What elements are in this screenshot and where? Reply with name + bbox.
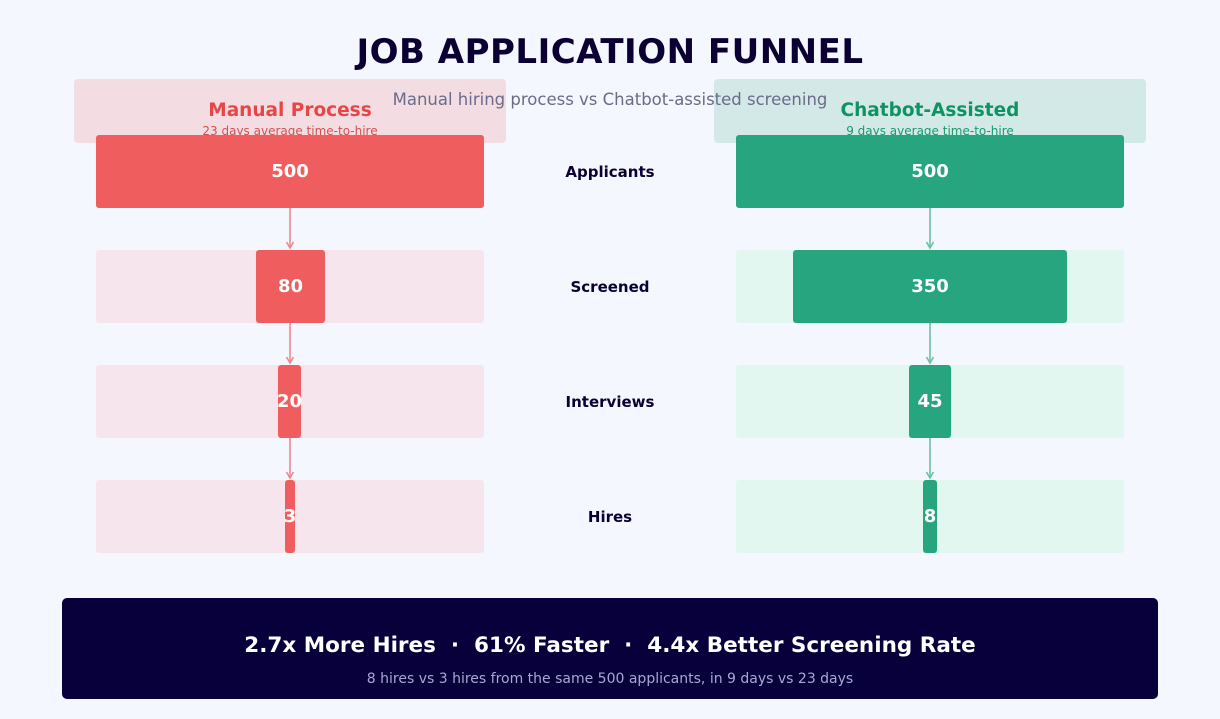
bar-value: 45	[917, 391, 943, 412]
manual-bar-hires: 3	[283, 480, 297, 553]
stage-label-interviews: Interviews	[565, 393, 655, 411]
chatbot-row-hires: 8	[736, 480, 1124, 553]
bar-value: 20	[276, 391, 303, 412]
chatbot-panel-subtitle: 9 days average time-to-hire	[846, 124, 1014, 138]
manual-bar-interviews: 20	[276, 365, 303, 438]
manual-row-interviews: 20	[96, 365, 484, 438]
manual-bar-applicants: 500	[96, 135, 484, 208]
summary-headline: 2.7x More Hires · 61% Faster · 4.4x Bett…	[244, 633, 976, 658]
chatbot-bar-interviews: 45	[909, 365, 951, 438]
arrow-down-icon	[285, 208, 295, 250]
manual-row-hires: 3	[96, 480, 484, 553]
bar-value: 80	[277, 276, 304, 297]
summary-banner: 2.7x More Hires · 61% Faster · 4.4x Bett…	[62, 598, 1158, 699]
chatbot-panel-title: Chatbot-Assisted	[840, 100, 1020, 121]
chatbot-row-screened: 350	[736, 250, 1124, 323]
manual-bar-screened: 80	[256, 250, 325, 323]
manual-panel-title: Manual Process	[208, 100, 372, 121]
summary-note: 8 hires vs 3 hires from the same 500 app…	[366, 671, 854, 687]
arrow-down-icon	[285, 438, 295, 480]
page-title: JOB APPLICATION FUNNEL	[356, 32, 864, 72]
stage-label-screened: Screened	[570, 278, 650, 296]
bar-value: 500	[911, 161, 949, 182]
manual-row-screened: 80	[96, 250, 484, 323]
arrow-down-icon	[925, 438, 935, 480]
stage-label-hires: Hires	[587, 508, 633, 526]
bar-value: 350	[911, 276, 949, 297]
chatbot-row-interviews: 45	[736, 365, 1124, 438]
chatbot-bar-hires: 8	[923, 480, 937, 553]
arrow-down-icon	[925, 208, 935, 250]
page-subtitle: Manual hiring process vs Chatbot-assiste…	[392, 90, 828, 109]
manual-panel-subtitle: 23 days average time-to-hire	[202, 124, 378, 138]
arrow-down-icon	[925, 323, 935, 365]
bar-value: 500	[271, 161, 309, 182]
chatbot-row-applicants: 500	[736, 135, 1124, 208]
stage-label-applicants: Applicants	[565, 163, 655, 181]
manual-row-applicants: 500	[96, 135, 484, 208]
bar-value: 8	[923, 506, 937, 527]
chatbot-bar-screened: 350	[793, 250, 1067, 323]
manual-panel-header: Manual Process 23 days average time-to-h…	[74, 79, 506, 143]
chatbot-panel-header: Chatbot-Assisted 9 days average time-to-…	[714, 79, 1146, 143]
chatbot-bar-applicants: 500	[736, 135, 1124, 208]
arrow-down-icon	[285, 323, 295, 365]
bar-value: 3	[283, 506, 297, 527]
